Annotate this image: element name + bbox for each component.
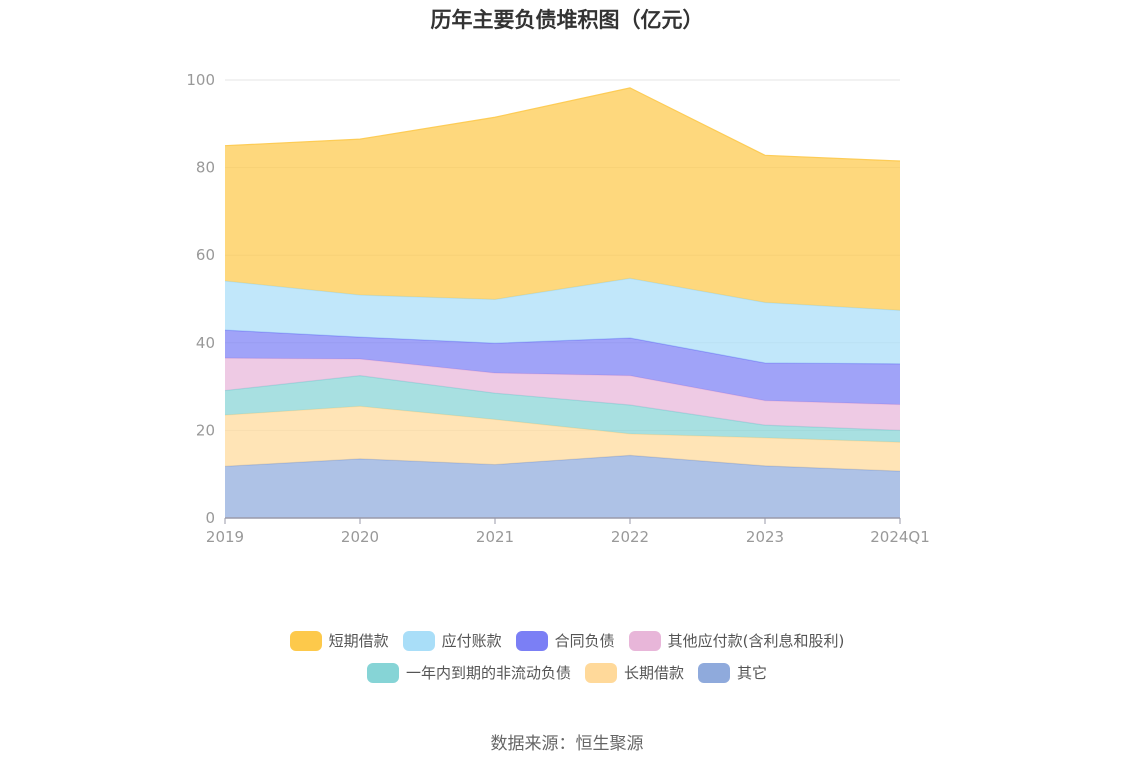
x-tick-label: 2023 (746, 528, 784, 546)
area-一年内到期的非流动负债[interactable] (225, 375, 900, 443)
data-source: 数据来源：恒生聚源 (490, 734, 644, 754)
legend-swatch (698, 662, 730, 683)
legend-swatch (402, 630, 435, 651)
y-tick-label: 60 (196, 246, 215, 264)
legend-label: 长期借款 (623, 664, 684, 682)
area-合同负债[interactable] (225, 330, 900, 405)
area-其他应付款(含利息和股利)[interactable] (225, 358, 900, 431)
legend-item[interactable]: 短期借款 (289, 630, 389, 651)
legend-row: 短期借款 应付账款 合同负债 其他应付款(含利息和股利) (0, 630, 1134, 651)
chart-title: 历年主要负债堆积图（亿元） (430, 8, 704, 32)
area-其它[interactable] (225, 455, 900, 518)
legend-label: 其他应付款(含利息和股利) (667, 632, 845, 650)
y-tick-label: 0 (205, 509, 215, 527)
legend-label: 其它 (737, 664, 768, 682)
area-短期借款[interactable] (225, 87, 900, 311)
legend-item[interactable]: 其他应付款(含利息和股利) (628, 630, 845, 651)
legend: 短期借款 应付账款 合同负债 其他应付款(含利息和股利) 一年内到期的非流动负债 长期借款… (0, 630, 1134, 694)
legend-item[interactable]: 一年内到期的非流动负债 (366, 662, 571, 683)
legend-label: 短期借款 (328, 632, 389, 650)
area-edge-短期借款 (224, 87, 901, 162)
y-tick-label: 40 (196, 334, 215, 352)
y-tick-label: 20 (196, 421, 215, 439)
legend-label: 合同负债 (554, 632, 615, 650)
legend-swatch (584, 662, 617, 683)
legend-item[interactable]: 其它 (698, 662, 767, 683)
area-长期借款[interactable] (225, 406, 900, 472)
x-tick-label: 2020 (341, 528, 379, 546)
legend-label: 一年内到期的非流动负债 (405, 664, 571, 682)
x-tick-label: 2019 (206, 528, 244, 546)
legend-swatch (628, 630, 661, 651)
x-tick-label: 2021 (476, 528, 514, 546)
area-series (224, 87, 901, 518)
legend-item[interactable]: 应付账款 (402, 630, 502, 651)
legend-swatch (366, 662, 399, 683)
legend-row: 一年内到期的非流动负债 长期借款 其它 (0, 662, 1134, 683)
legend-label: 应付账款 (441, 632, 502, 650)
area-应付账款[interactable] (225, 278, 900, 364)
legend-item[interactable]: 长期借款 (584, 662, 684, 683)
x-tick-label: 2024Q1 (870, 528, 930, 546)
legend-swatch (515, 630, 548, 651)
y-tick-label: 100 (186, 71, 215, 89)
axes: 0 20 40 60 80 100 2019 2020 2021 2022 2023 2024Q1 (186, 71, 929, 546)
legend-item[interactable]: 合同负债 (515, 630, 615, 651)
x-tick-label: 2022 (611, 528, 649, 546)
y-tick-label: 80 (196, 159, 215, 177)
legend-swatch (289, 630, 322, 651)
